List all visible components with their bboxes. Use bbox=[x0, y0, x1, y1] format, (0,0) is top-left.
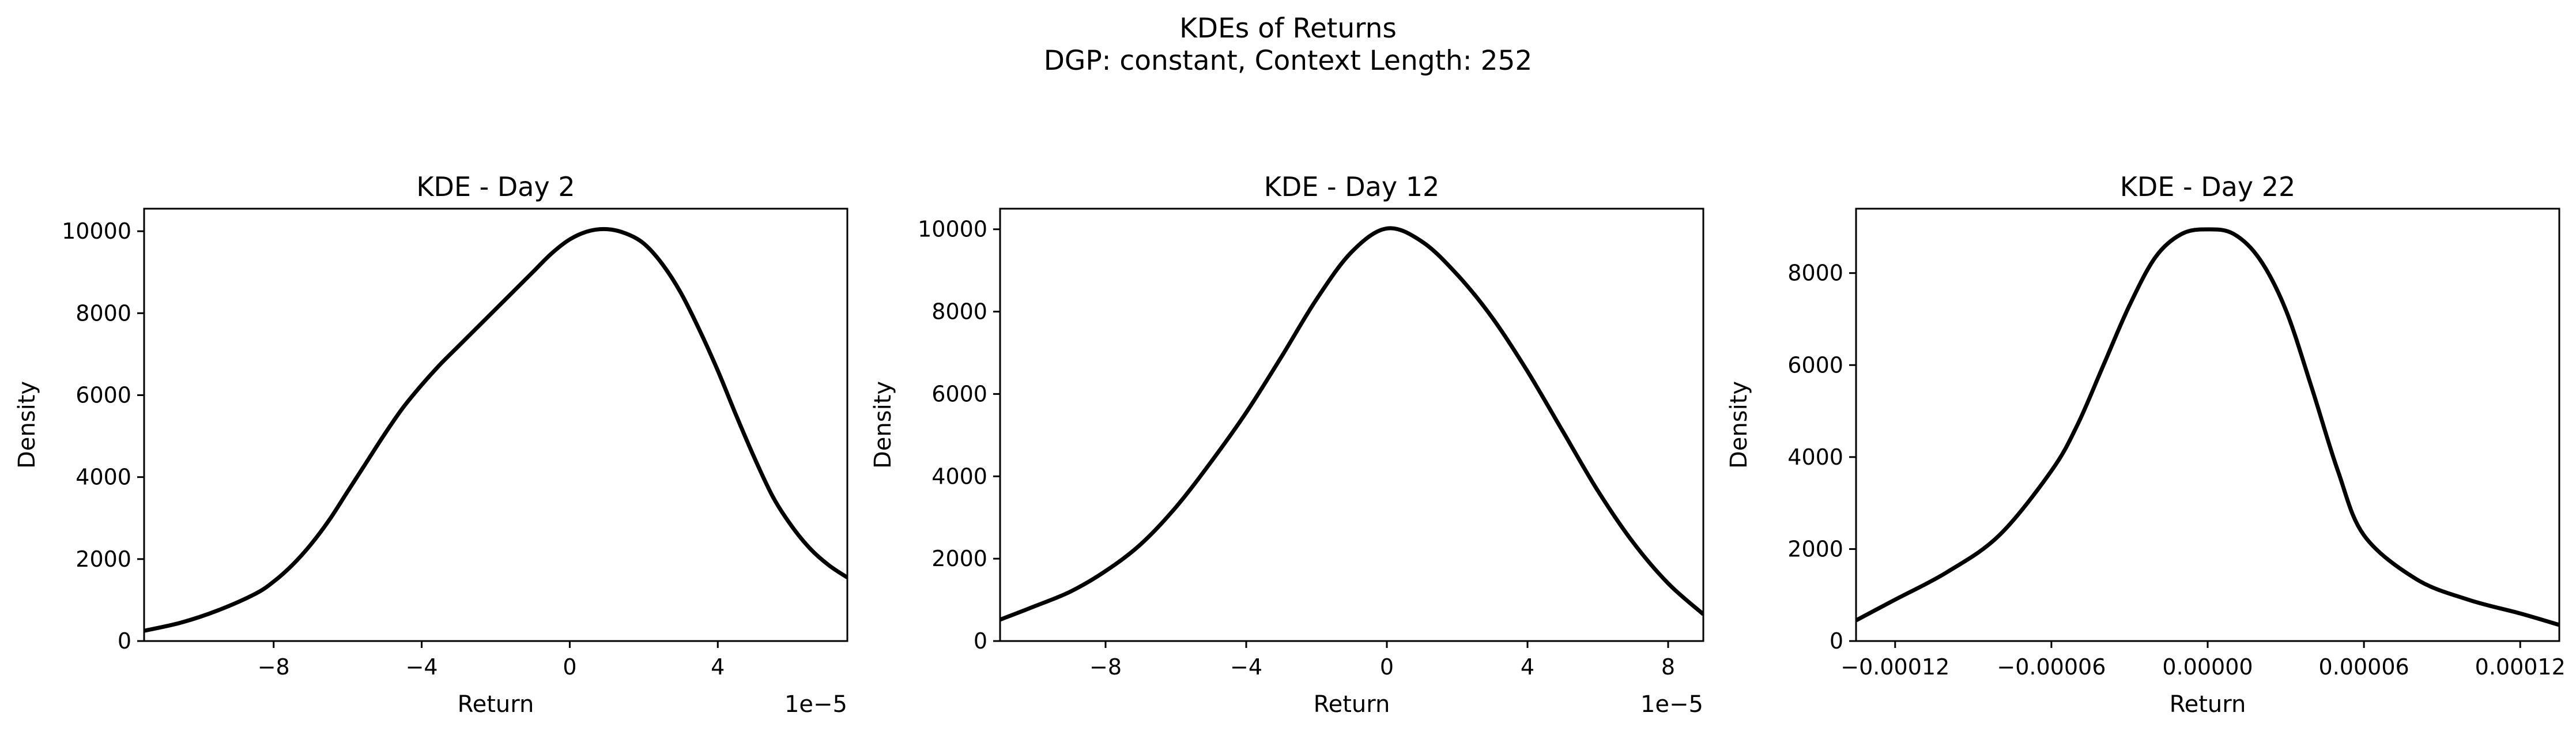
x-offset-label-1: 1e−5 bbox=[785, 691, 847, 718]
x-tick-label: −0.00006 bbox=[1997, 654, 2106, 680]
y-tick-label: 8000 bbox=[931, 299, 987, 325]
y-tick-label: 2000 bbox=[1787, 536, 1843, 561]
x-tick-label: −8 bbox=[1089, 654, 1122, 680]
y-axis-label-1: Density bbox=[14, 381, 40, 469]
figure-subtitle: DGP: constant, Context Length: 252 bbox=[1043, 45, 1533, 77]
x-offset-label-2: 1e−5 bbox=[1640, 691, 1703, 718]
y-tick-label: 8000 bbox=[76, 300, 131, 326]
chart-title-2: KDE - Day 12 bbox=[1264, 171, 1439, 202]
axes-frame-1 bbox=[143, 208, 848, 642]
y-tick-label: 0 bbox=[118, 628, 131, 654]
x-tick-label: 0.00000 bbox=[2162, 654, 2253, 680]
x-tick-label: −4 bbox=[406, 654, 438, 680]
y-axis-label-3: Density bbox=[1726, 381, 1752, 469]
x-tick-label: −8 bbox=[258, 654, 290, 680]
y-tick-label: 6000 bbox=[931, 381, 987, 406]
x-tick-label: −4 bbox=[1230, 654, 1262, 680]
x-axis-label-3: Return bbox=[2170, 691, 2246, 718]
y-tick-label: 0 bbox=[974, 628, 987, 654]
kde-line-1 bbox=[144, 227, 847, 633]
y-tick-label: 10000 bbox=[918, 217, 987, 242]
figure-title: KDEs of Returns bbox=[1179, 13, 1397, 44]
x-tick-label: −0.00012 bbox=[1840, 654, 1949, 680]
x-tick-label: 0.00006 bbox=[2319, 654, 2409, 680]
kde-line-2 bbox=[1000, 226, 1703, 622]
y-tick-label: 0 bbox=[1830, 628, 1843, 654]
y-tick-label: 2000 bbox=[931, 546, 987, 571]
chart-title-3: KDE - Day 22 bbox=[2120, 171, 2295, 202]
x-tick-label: 4 bbox=[1521, 654, 1534, 680]
axes-frame-3 bbox=[1855, 208, 2560, 642]
y-tick-label: 6000 bbox=[76, 382, 131, 408]
y-tick-label: 2000 bbox=[76, 546, 131, 572]
y-tick-label: 8000 bbox=[1787, 261, 1843, 286]
axes-frame-2 bbox=[999, 208, 1704, 642]
x-tick-label: 4 bbox=[711, 654, 725, 680]
chart-title-1: KDE - Day 2 bbox=[416, 171, 575, 202]
y-tick-label: 10000 bbox=[62, 218, 131, 244]
y-tick-label: 4000 bbox=[1787, 444, 1843, 470]
x-tick-label: 8 bbox=[1661, 654, 1675, 680]
kde-line-3 bbox=[1856, 227, 2559, 627]
y-tick-label: 4000 bbox=[931, 463, 987, 489]
y-tick-label: 4000 bbox=[76, 465, 131, 490]
x-tick-label: 0.00012 bbox=[2475, 654, 2566, 680]
x-tick-label: 0 bbox=[1380, 654, 1394, 680]
x-tick-label: 0 bbox=[563, 654, 576, 680]
y-tick-label: 6000 bbox=[1787, 352, 1843, 378]
x-axis-label-1: Return bbox=[458, 691, 534, 718]
x-axis-label-2: Return bbox=[1314, 691, 1390, 718]
y-axis-label-2: Density bbox=[870, 381, 896, 469]
